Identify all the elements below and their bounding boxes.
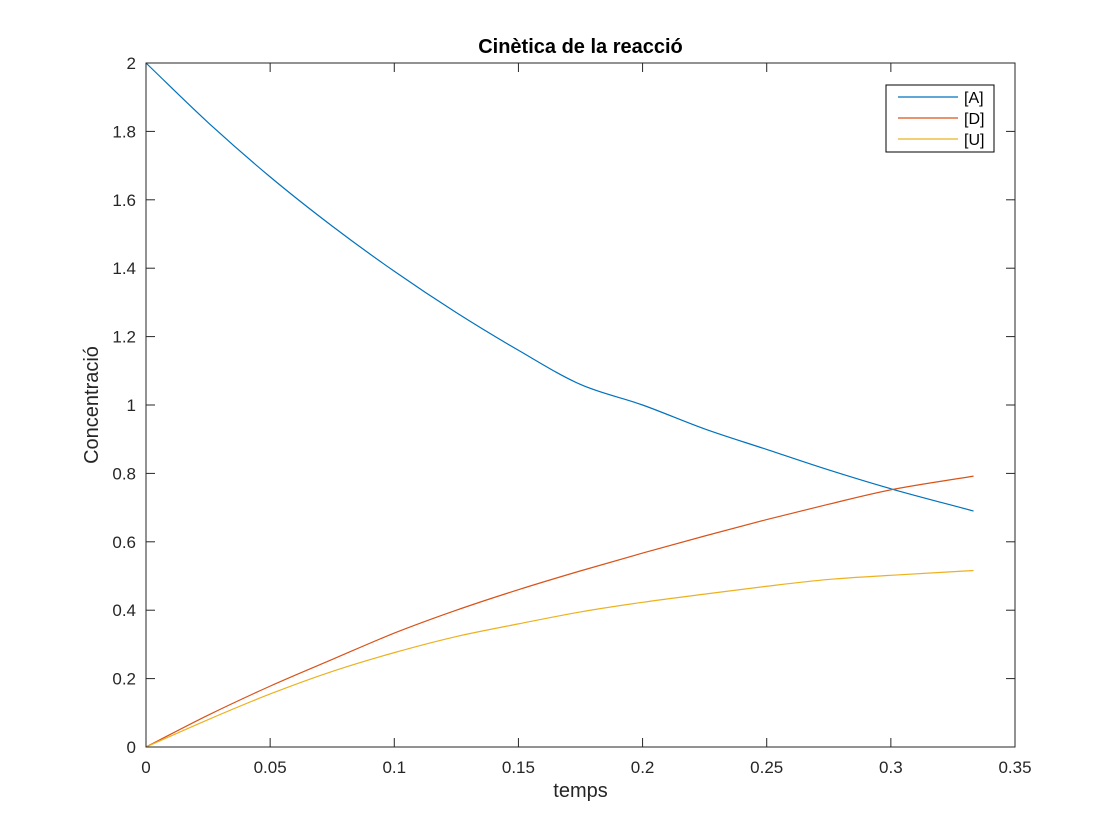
x-axis-title: temps bbox=[553, 780, 607, 802]
y-tick-label: 1 bbox=[127, 396, 136, 415]
y-tick-label: 1.2 bbox=[112, 328, 136, 347]
series-line-3 bbox=[145, 569, 974, 748]
y-tick-label: 1.6 bbox=[112, 191, 136, 210]
x-tick-label: 0.2 bbox=[631, 758, 655, 777]
legend-label: [A] bbox=[964, 90, 984, 107]
y-tick-label: 0.4 bbox=[112, 601, 136, 620]
x-tick-label: 0.35 bbox=[998, 758, 1031, 777]
x-tick-label: 0.25 bbox=[750, 758, 783, 777]
legend: [A] [D] [U] bbox=[885, 84, 995, 153]
chart-title: Cinètica de la reacció bbox=[478, 36, 683, 58]
series-layer bbox=[145, 62, 974, 748]
plot-area bbox=[146, 63, 1015, 747]
y-tick-label: 0.8 bbox=[112, 464, 136, 483]
y-tick-label: 0.6 bbox=[112, 533, 136, 552]
x-tick-label: 0 bbox=[141, 758, 150, 777]
y-tick-label: 1.8 bbox=[112, 122, 136, 141]
series-line-1 bbox=[145, 62, 974, 512]
y-tick-label: 1.4 bbox=[112, 259, 136, 278]
y-tick-label: 0 bbox=[127, 738, 136, 757]
x-tick-label: 0.15 bbox=[502, 758, 535, 777]
legend-label: [D] bbox=[964, 111, 984, 128]
y-tick-label: 0.2 bbox=[112, 670, 136, 689]
y-tick-label: 2 bbox=[127, 54, 136, 73]
x-tick-label: 0.05 bbox=[254, 758, 287, 777]
plot-frame bbox=[145, 62, 1016, 748]
series-line-2 bbox=[145, 475, 974, 748]
x-tick-label: 0.1 bbox=[382, 758, 406, 777]
ticks-layer: 0 0.05 0.1 0.15 0.2 0.25 0.3 0.35 0 0.2 0.4 0.6 0.8 1… bbox=[112, 54, 1031, 777]
y-axis-title: Concentració bbox=[81, 346, 103, 464]
x-tick-label: 0.3 bbox=[879, 758, 903, 777]
legend-label: [U] bbox=[964, 132, 984, 149]
